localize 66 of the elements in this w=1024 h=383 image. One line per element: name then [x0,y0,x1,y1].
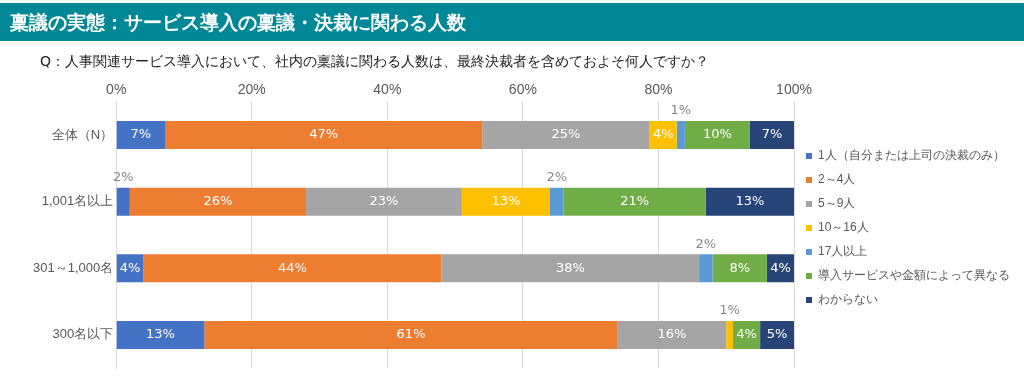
x-tick-label: 60% [508,81,537,98]
legend-label: 導入サービスや金額によって異なる [818,268,1010,283]
bar [684,121,750,150]
legend-label: 17人以上 [818,244,868,259]
bar [441,254,700,283]
bar [563,187,706,216]
data-label: 38% [555,259,585,275]
data-label: 2% [112,169,134,185]
chart-subtitle: Q：人事関連サービス導入において、社内の稟議に関わる人数は、最終決裁者を含めておよそ何人ですか？ [39,52,711,71]
bar [116,320,205,349]
bar [550,187,564,216]
data-label: 7% [761,126,783,142]
bar [726,320,733,349]
bar [143,254,442,283]
data-label: 4% [736,326,757,342]
legend-label: 1人（自分または上司の決裁のみ） [818,148,1005,163]
data-label: 21% [620,193,650,209]
data-label: 10% [702,126,732,142]
data-label: 7% [130,126,152,142]
data-label: 13% [491,193,521,209]
x-tick-label: 0% [106,81,127,98]
bar [204,320,618,349]
bar [165,121,483,150]
data-label: 13% [146,326,175,342]
data-label: 47% [309,126,339,142]
bar [461,187,550,216]
data-label: 8% [729,259,751,275]
bar [617,320,727,349]
y-tick-label: 全体（N） [51,126,114,142]
legend-label: 10～16人 [818,220,869,235]
chart-title: 稟議の実態：サービス導入の稟議・決裁に関わる人数 [0,0,1024,41]
data-label: 44% [277,259,307,275]
data-label: 5% [766,326,788,342]
data-label: 16% [657,326,687,342]
bar [306,187,462,216]
data-label: 4% [119,259,141,275]
data-label: 61% [396,326,426,342]
data-label: 4% [652,126,674,142]
bar [482,121,650,150]
data-label: 13% [735,193,765,209]
legend-label: 5～9人 [818,196,856,211]
data-label: 2% [546,169,568,185]
data-label: 2% [695,235,717,251]
bar [116,121,166,150]
legend-label: 2～4人 [818,172,856,187]
data-label: 1% [719,302,740,318]
data-label: 25% [551,126,581,142]
bar [116,187,130,216]
x-tick-label: 80% [644,81,673,98]
data-label: 23% [369,193,399,209]
y-tick-label: 301～1,000名 [32,259,114,275]
bar [129,187,306,216]
legend-label: わからない [818,292,878,307]
y-tick-label: 300名以下 [52,326,114,342]
data-label: 26% [203,193,233,209]
bar [749,121,794,150]
x-tick-label: 20% [237,81,266,98]
data-label: 4% [770,259,791,275]
x-tick-label: 40% [373,81,402,98]
bar [699,254,713,283]
bar [705,187,794,216]
data-label: 1% [670,102,692,118]
bar [712,254,767,283]
bar [676,121,685,150]
y-tick-label: 1,001名以上 [41,193,114,209]
x-tick-label: 100% [776,81,812,98]
